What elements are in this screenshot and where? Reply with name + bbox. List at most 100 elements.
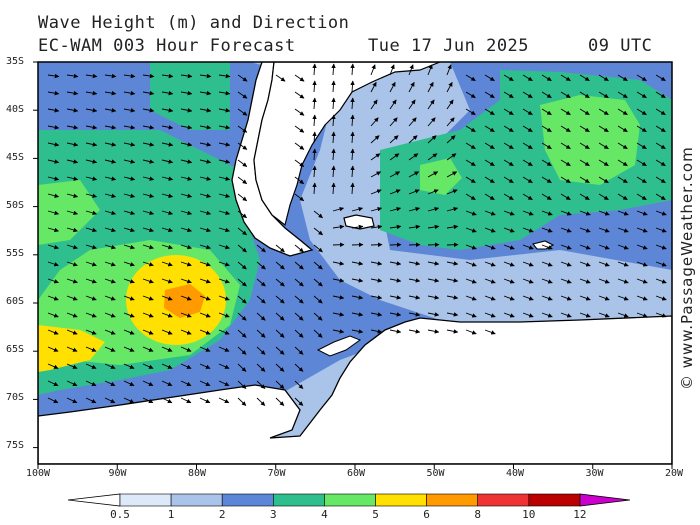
wave-arrow xyxy=(161,329,173,335)
wave-arrow xyxy=(655,176,666,184)
wave-arrow xyxy=(85,363,97,369)
wave-arrow xyxy=(66,261,78,267)
wave-arrow xyxy=(389,295,402,300)
wave-arrow xyxy=(256,363,266,372)
wave-arrow xyxy=(370,206,383,212)
wave-arrow xyxy=(218,329,230,335)
land-argentina xyxy=(253,62,441,227)
wave-arrow xyxy=(350,114,355,127)
wave-arrow xyxy=(47,90,60,96)
wave-arrow xyxy=(598,227,610,233)
lat-label: 50S xyxy=(6,200,25,211)
wave-arrow xyxy=(655,227,667,233)
wave-arrow xyxy=(617,210,629,216)
wave-arrow xyxy=(161,108,174,113)
wave-arrow xyxy=(161,159,174,164)
wave-arrow xyxy=(66,278,78,284)
wave-arrow xyxy=(465,261,477,267)
wave-arrow xyxy=(655,159,666,167)
wave-arrow xyxy=(199,73,212,79)
wave-arrow xyxy=(47,108,60,113)
wave-arrow xyxy=(541,312,553,318)
wave-arrow xyxy=(199,278,211,284)
wave-arrow xyxy=(66,159,79,164)
colorbar-arrow-low xyxy=(67,493,121,507)
colorbar-tick-label: 12 xyxy=(573,508,587,521)
wave-arrow xyxy=(85,329,97,335)
wave-arrow xyxy=(256,380,266,389)
wave-arrow xyxy=(256,329,266,338)
wave-arrow xyxy=(161,261,173,267)
wave-arrow xyxy=(331,97,336,110)
wave-arrow xyxy=(446,117,455,127)
wave-arrow xyxy=(331,80,336,93)
wave-arrow xyxy=(180,397,192,404)
credit-text: © www.PassageWeather.com xyxy=(678,146,696,390)
wave-arrow xyxy=(294,176,305,185)
wave-arrow xyxy=(66,90,79,96)
wave-arrow xyxy=(199,244,211,250)
wave-arrow xyxy=(351,295,364,300)
wave-arrow xyxy=(85,193,98,198)
wave-arrow xyxy=(142,176,155,181)
wave-arrow xyxy=(85,210,98,216)
wave-arrow xyxy=(142,261,154,267)
wave-arrow xyxy=(142,380,154,387)
wave-arrow xyxy=(142,210,155,216)
wave-arrow xyxy=(294,108,305,116)
wave-arrow xyxy=(294,74,305,82)
wave-arrow xyxy=(237,261,247,270)
wave-arrow xyxy=(598,295,610,301)
wave-arrow xyxy=(522,125,533,133)
wave-arrow xyxy=(503,227,515,233)
colorbar-tick-label: 2 xyxy=(218,508,226,521)
wave-arrow xyxy=(123,261,135,267)
wave-arrow xyxy=(446,312,459,317)
wave-arrow xyxy=(47,261,59,267)
wave-arrow xyxy=(294,397,304,406)
wave-arrow xyxy=(427,99,435,110)
wave-arrow xyxy=(161,125,174,130)
wave-arrow xyxy=(142,73,155,79)
wave-arrow xyxy=(370,171,382,178)
wave-arrow xyxy=(218,397,230,404)
wave-arrow xyxy=(655,74,666,82)
wave-arrow xyxy=(47,210,60,216)
wave-arrow xyxy=(161,312,173,318)
wave-arrow xyxy=(370,64,376,76)
wave-arrow xyxy=(312,97,317,110)
wave-arrow xyxy=(199,90,212,96)
wave-arrow xyxy=(66,108,79,113)
lon-label: 50W xyxy=(426,468,445,479)
wave-arrow xyxy=(218,278,230,284)
wave-arrow xyxy=(180,227,192,233)
wave-arrow xyxy=(446,261,459,266)
wave-arrow xyxy=(218,312,230,318)
wave-arrow xyxy=(503,159,514,167)
wave-arrow xyxy=(427,224,440,230)
wave-arrow xyxy=(541,295,553,301)
wave-arrow xyxy=(142,363,154,369)
wave-arrow xyxy=(256,312,266,321)
wave-arrow xyxy=(465,227,477,233)
wave-direction-arrows xyxy=(47,63,667,406)
wave-arrow xyxy=(123,142,136,147)
wave-arrow xyxy=(636,210,648,216)
wave-arrow xyxy=(85,244,97,250)
wave-arrow xyxy=(389,224,402,230)
wave-arrow xyxy=(541,159,552,167)
wave-arrow xyxy=(142,142,155,147)
wave-arrow xyxy=(598,142,609,150)
wave-arrow xyxy=(560,142,571,150)
wave-zone-6-8m xyxy=(164,284,205,318)
wave-arrow xyxy=(579,125,590,133)
wave-arrow xyxy=(427,295,440,300)
wave-arrow xyxy=(617,91,628,99)
wave-arrow xyxy=(142,193,155,198)
wave-arrow xyxy=(465,125,476,133)
wave-arrow xyxy=(522,278,534,284)
wave-arrow xyxy=(541,125,552,133)
wave-arrow xyxy=(47,142,60,147)
wave-arrow xyxy=(47,73,60,79)
lon-label: 70W xyxy=(267,468,286,479)
